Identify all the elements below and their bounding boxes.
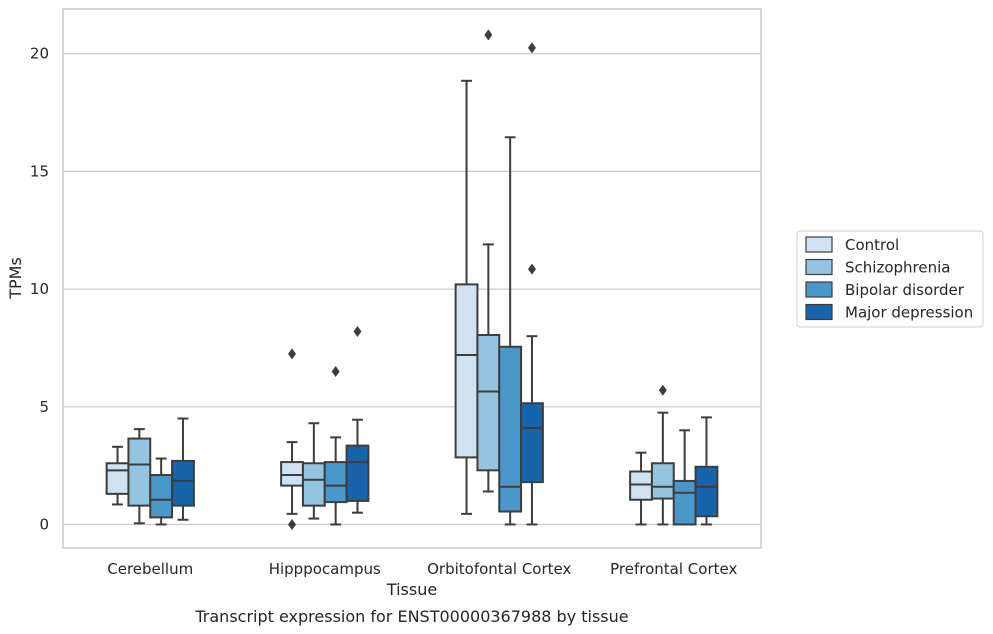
box-iqr (149, 474, 174, 519)
box-iqr (105, 462, 130, 495)
box-iqr (672, 479, 697, 526)
y-axis-label: TPMs (6, 257, 25, 300)
y-tick-label: 10 (30, 280, 49, 298)
box-schizophrenia-1 (301, 422, 326, 520)
box-layer (105, 29, 719, 530)
legend-swatch (805, 281, 833, 298)
y-tick-label: 0 (39, 515, 49, 533)
y-tick-label: 5 (39, 398, 49, 416)
box-iqr (171, 459, 195, 507)
box-iqr (694, 465, 719, 518)
outlier-point (331, 365, 340, 377)
legend: Control Schizophrenia Bipolar disorder Majo… (796, 230, 984, 328)
outlier-point (484, 29, 493, 41)
box-iqr (280, 461, 304, 487)
box-bipolar-disorder-1 (323, 365, 348, 526)
y-tick-label: 20 (30, 45, 49, 63)
box-iqr (476, 333, 501, 472)
box-schizophrenia-2 (476, 29, 501, 493)
box-bipolar-disorder-2 (498, 136, 523, 526)
box-major-depression-3 (694, 416, 719, 526)
outlier-point (658, 384, 667, 396)
x-axis-label: Tissue (386, 580, 437, 599)
y-tick-label: 15 (30, 162, 49, 180)
x-tick-label: Cerebellum (107, 560, 193, 578)
box-major-depression-2 (520, 42, 544, 526)
x-tick-label: Prefrontal Cortex (610, 560, 737, 578)
legend-label: Control (845, 236, 899, 254)
box-iqr (454, 283, 479, 459)
box-control-3 (629, 451, 653, 526)
legend-label: Major depression (845, 304, 973, 322)
box-bipolar-disorder-3 (672, 429, 697, 526)
box-major-depression-0 (171, 417, 195, 521)
legend-label: Schizophrenia (845, 259, 950, 277)
grid-layer (63, 53, 761, 526)
box-iqr (650, 462, 675, 500)
chart-caption: Transcript expression for ENST0000036798… (194, 607, 628, 626)
box-control-2 (454, 79, 479, 515)
legend-swatch (805, 236, 833, 253)
legend-frame (796, 230, 984, 328)
legend-swatch (805, 258, 833, 276)
outlier-point (527, 263, 536, 275)
tick-layer: 0 5 10 15 20 Cerebellum Hipppocampus Orbitofont… (30, 45, 738, 578)
box-iqr (127, 437, 152, 507)
box-control-1 (280, 348, 304, 530)
box-schizophrenia-0 (127, 428, 152, 525)
plot-frame (62, 8, 762, 549)
outlier-point (288, 348, 297, 360)
box-iqr (345, 444, 370, 502)
box-iqr (323, 461, 348, 504)
legend-swatch (805, 303, 833, 321)
box-control-0 (105, 445, 130, 506)
box-major-depression-1 (345, 325, 370, 514)
x-tick-label: Hipppocampus (269, 560, 381, 578)
outlier-point (353, 325, 362, 337)
x-tick-label: Orbitofontal Cortex (427, 560, 571, 578)
box-iqr (301, 462, 326, 507)
box-schizophrenia-3 (650, 384, 675, 526)
legend-label: Bipolar disorder (845, 281, 965, 299)
box-iqr (520, 402, 544, 484)
box-bipolar-disorder-0 (149, 457, 174, 526)
box-iqr (629, 470, 653, 501)
outlier-point (527, 42, 536, 54)
outlier-point (288, 518, 297, 530)
